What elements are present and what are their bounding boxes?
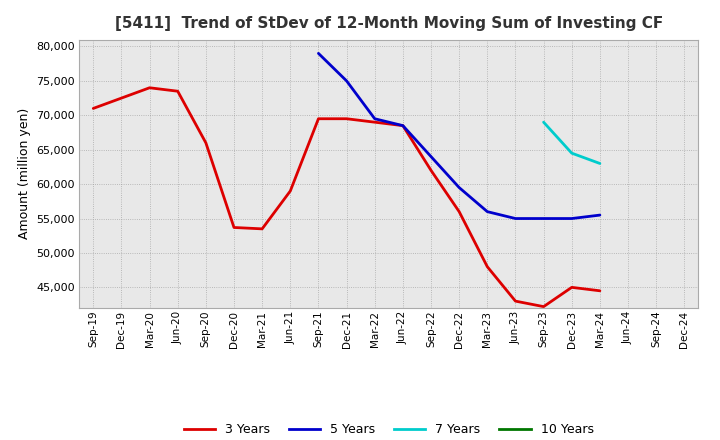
3 Years bbox=[511, 298, 520, 304]
5 Years bbox=[455, 185, 464, 190]
5 Years bbox=[511, 216, 520, 221]
3 Years bbox=[314, 116, 323, 121]
3 Years bbox=[286, 188, 294, 194]
3 Years bbox=[174, 88, 182, 94]
3 Years bbox=[539, 304, 548, 309]
3 Years bbox=[370, 120, 379, 125]
5 Years bbox=[399, 123, 408, 128]
Line: 3 Years: 3 Years bbox=[94, 88, 600, 307]
5 Years bbox=[370, 116, 379, 121]
3 Years bbox=[427, 168, 436, 173]
3 Years bbox=[595, 288, 604, 293]
Title: [5411]  Trend of StDev of 12-Month Moving Sum of Investing CF: [5411] Trend of StDev of 12-Month Moving… bbox=[114, 16, 663, 32]
5 Years bbox=[567, 216, 576, 221]
Line: 7 Years: 7 Years bbox=[544, 122, 600, 164]
3 Years bbox=[455, 209, 464, 214]
3 Years bbox=[399, 123, 408, 128]
3 Years bbox=[89, 106, 98, 111]
Y-axis label: Amount (million yen): Amount (million yen) bbox=[18, 108, 31, 239]
7 Years bbox=[539, 120, 548, 125]
3 Years bbox=[202, 140, 210, 146]
3 Years bbox=[117, 95, 126, 101]
3 Years bbox=[230, 225, 238, 230]
5 Years bbox=[483, 209, 492, 214]
Line: 5 Years: 5 Years bbox=[318, 53, 600, 219]
Legend: 3 Years, 5 Years, 7 Years, 10 Years: 3 Years, 5 Years, 7 Years, 10 Years bbox=[179, 418, 598, 440]
7 Years bbox=[595, 161, 604, 166]
5 Years bbox=[427, 154, 436, 159]
3 Years bbox=[258, 226, 266, 231]
5 Years bbox=[539, 216, 548, 221]
3 Years bbox=[342, 116, 351, 121]
3 Years bbox=[145, 85, 154, 90]
5 Years bbox=[314, 51, 323, 56]
5 Years bbox=[342, 78, 351, 84]
3 Years bbox=[567, 285, 576, 290]
5 Years bbox=[595, 213, 604, 218]
3 Years bbox=[483, 264, 492, 269]
7 Years bbox=[567, 150, 576, 156]
